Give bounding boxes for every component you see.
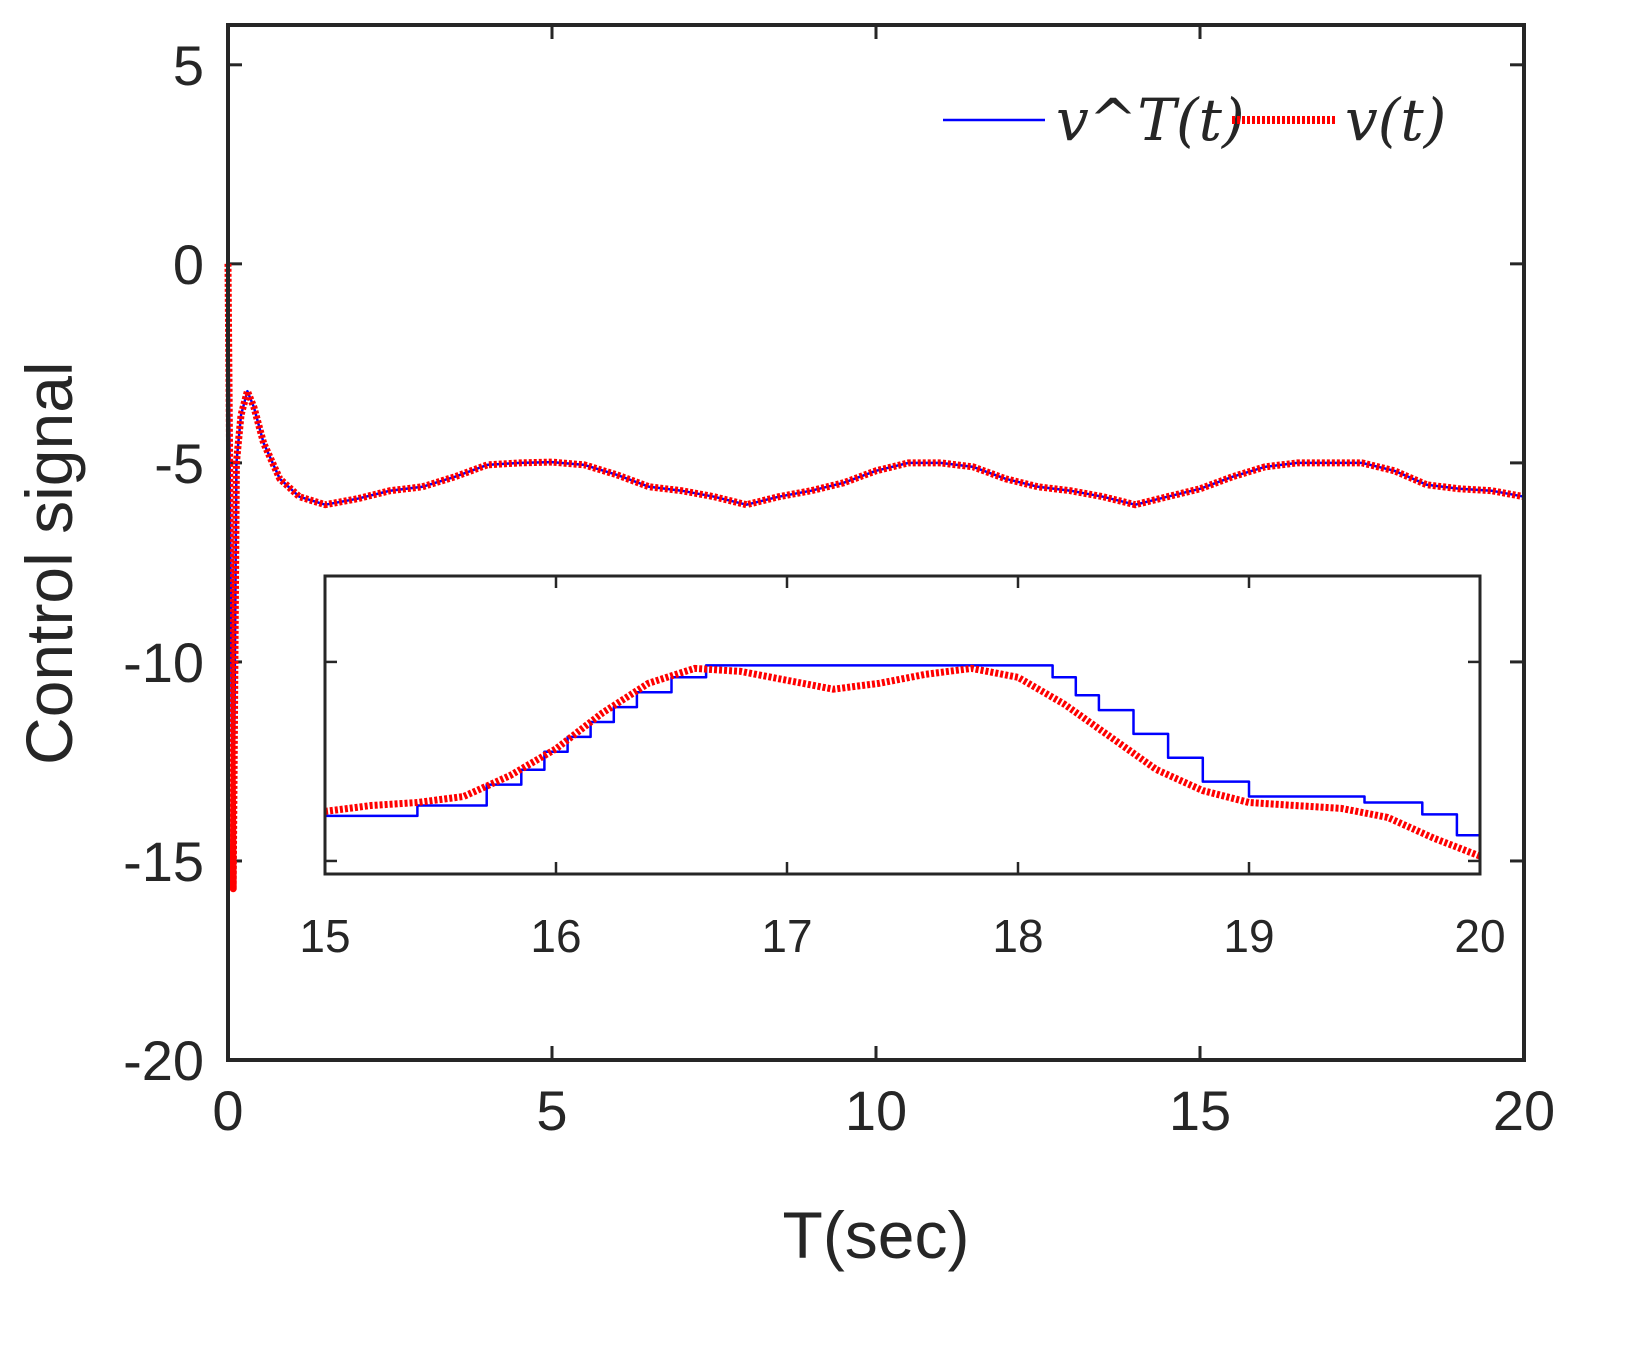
y-axis-label: Control signal xyxy=(12,361,86,765)
y-tick-label: -15 xyxy=(123,830,204,893)
main-axes-background xyxy=(228,25,1524,1060)
inset-x-tick-label: 17 xyxy=(761,910,812,962)
legend-label-vT: v^T(t) xyxy=(1056,86,1245,154)
legend-label-v: v(t) xyxy=(1345,86,1446,154)
inset-x-tick-label: 16 xyxy=(530,910,581,962)
inset-x-tick-label: 15 xyxy=(299,910,350,962)
series-line-v xyxy=(224,263,1525,893)
inset-series-line-vT xyxy=(325,664,1482,851)
legend: v^T(t) v(t) xyxy=(943,86,1446,154)
y-tick-label: -20 xyxy=(123,1029,204,1092)
x-axis-label: T(sec) xyxy=(783,1198,970,1272)
x-tick-label: 20 xyxy=(1493,1079,1555,1142)
inset-axes-background xyxy=(325,576,1480,874)
inset-x-tick-label: 18 xyxy=(992,910,1043,962)
x-tick-label: 15 xyxy=(1169,1079,1231,1142)
inset-x-tick-label: 20 xyxy=(1454,910,1505,962)
y-tick-label: -10 xyxy=(123,631,204,694)
inset-series-line-v xyxy=(324,664,1482,860)
y-tick-label: 5 xyxy=(173,34,204,97)
main-ticks: 0 5 10 15 20 5 0 -5 -10 -15 -20 xyxy=(123,25,1555,1142)
inset-axes-frame xyxy=(323,574,1482,876)
main-axes-frame xyxy=(226,23,1526,1062)
y-tick-label: 0 xyxy=(173,233,204,296)
main-series-layer xyxy=(224,263,1525,893)
y-tick-label: -5 xyxy=(154,432,204,495)
x-tick-label: 10 xyxy=(845,1079,907,1142)
x-tick-label: 5 xyxy=(536,1079,567,1142)
inset-series-layer xyxy=(324,664,1482,860)
inset-x-tick-label: 19 xyxy=(1223,910,1274,962)
inset-ticks: 15 16 17 18 19 20 xyxy=(299,576,1506,962)
x-tick-label: 0 xyxy=(212,1079,243,1142)
